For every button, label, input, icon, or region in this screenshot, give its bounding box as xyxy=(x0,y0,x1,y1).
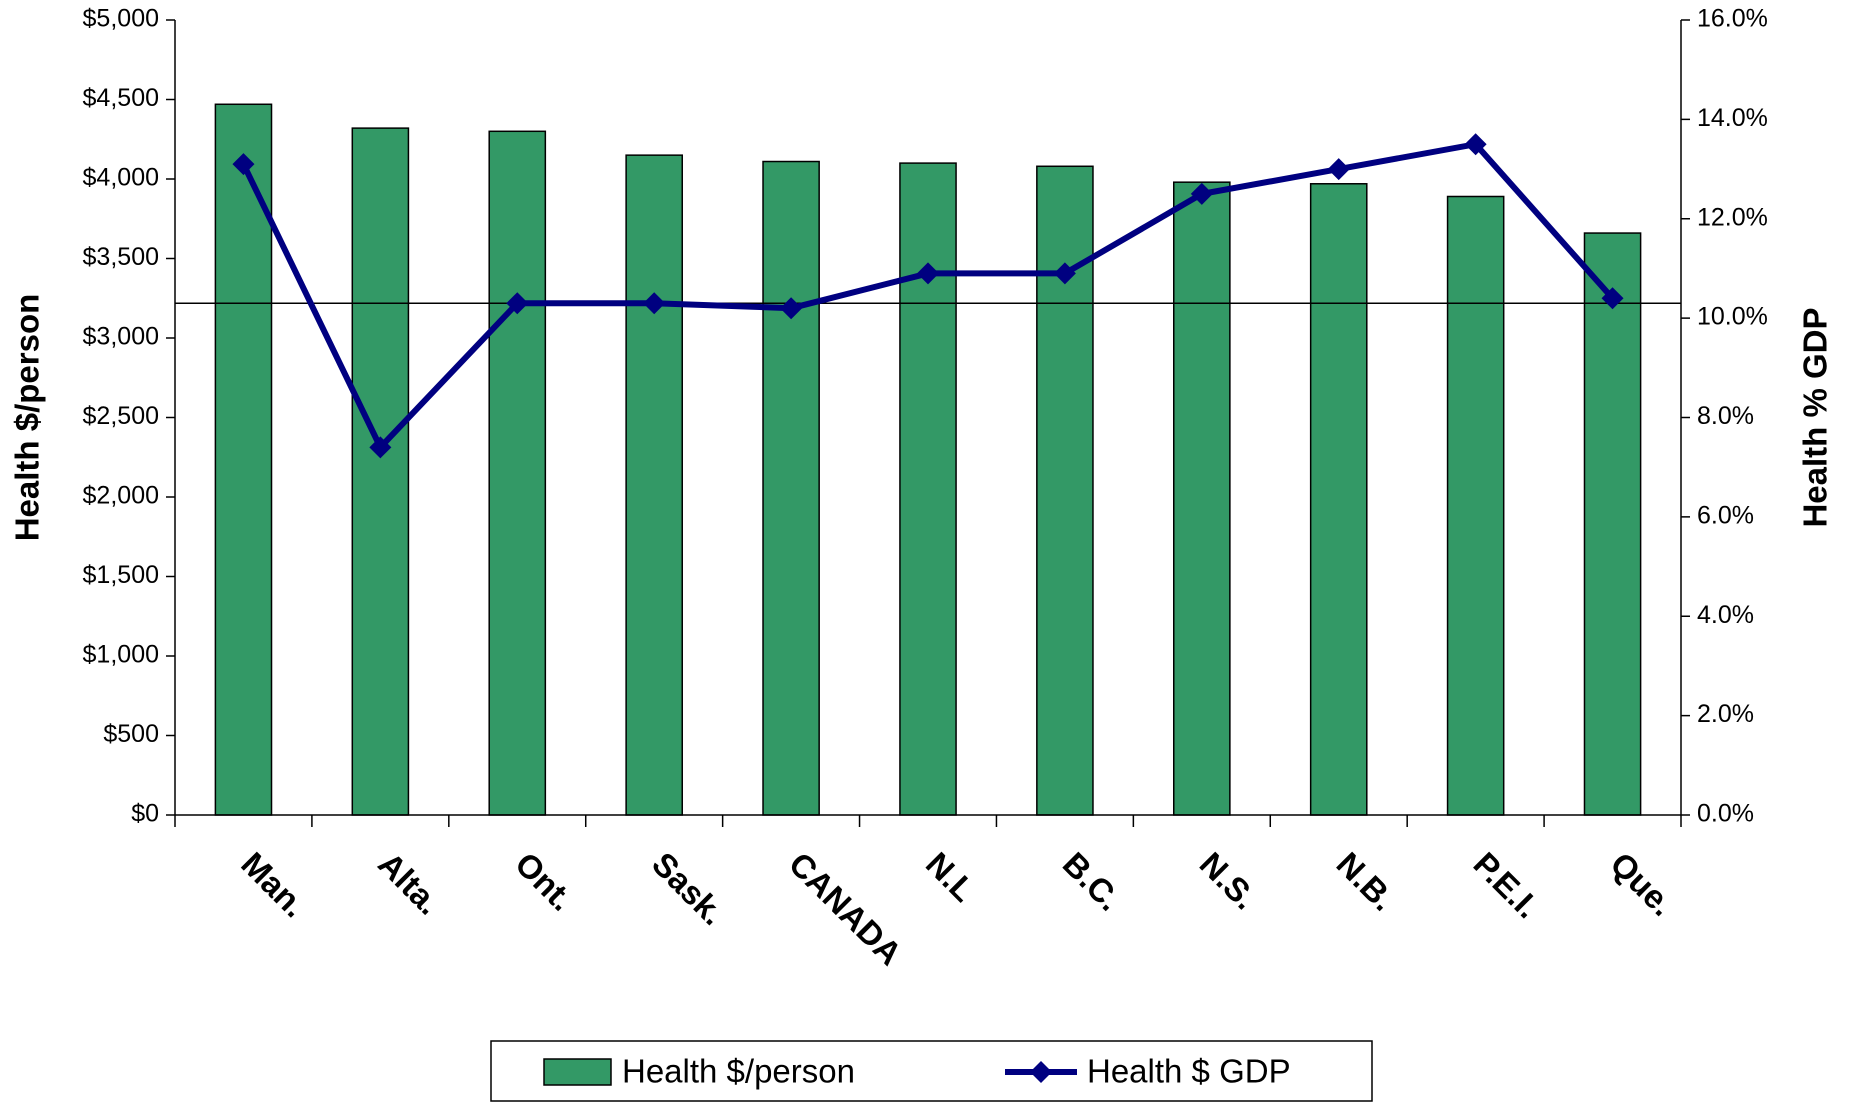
y2-tick-label: 6.0% xyxy=(1697,501,1754,529)
marker xyxy=(1327,158,1350,181)
x-tick-label: Man. xyxy=(234,845,313,924)
y2-axis-title: Health % GDP xyxy=(1797,307,1834,527)
y2-tick-label: 2.0% xyxy=(1697,700,1754,728)
y-tick-label: $2,500 xyxy=(83,402,159,430)
legend-label: Health $/person xyxy=(622,1053,855,1090)
x-tick-label: B.C. xyxy=(1056,845,1129,918)
bar xyxy=(1309,183,1368,816)
marker xyxy=(1601,287,1624,310)
legend-marker xyxy=(1030,1061,1052,1083)
x-tick-label: CANADA xyxy=(782,845,909,972)
y-tick-label: $4,500 xyxy=(83,84,159,112)
y-tick-label: $5,000 xyxy=(83,5,159,33)
bar xyxy=(625,154,683,816)
y-tick-label: $2,000 xyxy=(83,482,159,510)
y2-tick-label: 0.0% xyxy=(1697,800,1754,828)
bar xyxy=(1446,195,1505,816)
y-tick-label: $3,500 xyxy=(83,243,159,271)
x-tick-label: Ont. xyxy=(508,845,581,918)
y2-tick-label: 4.0% xyxy=(1697,601,1754,629)
legend-swatch xyxy=(543,1058,612,1086)
bar xyxy=(899,162,957,816)
y2-tick-label: 8.0% xyxy=(1697,402,1754,430)
x-tick-label: Que. xyxy=(1603,845,1681,923)
y-tick-label: $0 xyxy=(131,800,159,828)
x-tick-label: N.L xyxy=(919,845,983,909)
legend-label: Health $ GDP xyxy=(1087,1053,1291,1090)
x-tick-label: Alta. xyxy=(371,845,448,922)
marker xyxy=(1464,133,1487,156)
marker xyxy=(1053,262,1076,285)
bar xyxy=(1583,232,1642,816)
marker xyxy=(917,262,939,285)
legend-box xyxy=(490,1040,1373,1102)
x-tick-label: N.B. xyxy=(1330,845,1403,918)
bar xyxy=(351,127,410,816)
bar xyxy=(762,160,820,816)
y2-tick-label: 12.0% xyxy=(1697,203,1768,231)
marker xyxy=(780,297,803,320)
y-axis-title: Health $/person xyxy=(9,294,46,542)
y-tick-label: $1,500 xyxy=(83,561,159,589)
x-tick-label: Sask. xyxy=(645,845,732,932)
marker xyxy=(1190,182,1213,205)
x-tick-label: P.E.I. xyxy=(1467,845,1547,925)
y-tick-label: $500 xyxy=(103,720,159,748)
bar xyxy=(488,130,547,816)
bar xyxy=(214,103,273,816)
y2-tick-label: 10.0% xyxy=(1697,303,1768,331)
y2-tick-label: 16.0% xyxy=(1697,5,1768,33)
x-tick-label: N.S. xyxy=(1193,845,1265,917)
marker xyxy=(369,436,392,459)
y-tick-label: $4,000 xyxy=(83,164,159,192)
y-tick-label: $1,000 xyxy=(83,641,159,669)
marker xyxy=(506,292,529,315)
y2-tick-label: 14.0% xyxy=(1697,104,1768,132)
marker xyxy=(232,153,255,176)
marker xyxy=(643,292,666,315)
bar xyxy=(1173,181,1231,816)
y-tick-label: $3,000 xyxy=(83,323,159,351)
